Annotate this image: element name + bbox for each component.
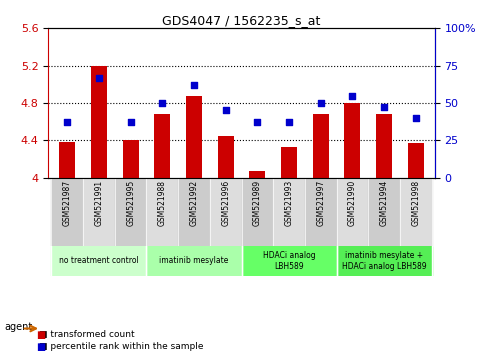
Bar [242, 246, 337, 276]
Point [95, 75, 103, 80]
Text: GSM521993: GSM521993 [284, 180, 294, 226]
Point [190, 82, 198, 88]
Text: agent: agent [5, 322, 33, 332]
Text: ■ transformed count: ■ transformed count [39, 330, 134, 339]
Bar [305, 178, 337, 246]
Bar [115, 178, 146, 246]
Point [222, 108, 229, 113]
Text: GSM521987: GSM521987 [63, 180, 72, 226]
Bar [273, 178, 305, 246]
Bar [146, 246, 242, 276]
Point [63, 120, 71, 125]
Bar [186, 96, 202, 178]
Bar [91, 65, 107, 178]
Text: ■: ■ [36, 342, 45, 352]
Text: HDACi analog
LBH589: HDACi analog LBH589 [263, 251, 315, 270]
Bar [281, 147, 297, 178]
Text: GSM521989: GSM521989 [253, 180, 262, 226]
Text: GSM521994: GSM521994 [380, 180, 388, 226]
Text: imatinib mesylate: imatinib mesylate [159, 256, 228, 266]
Point [349, 93, 356, 98]
Text: ■ percentile rank within the sample: ■ percentile rank within the sample [39, 342, 203, 352]
Bar [178, 178, 210, 246]
Bar [400, 178, 431, 246]
Bar [59, 142, 75, 178]
Bar [249, 171, 265, 178]
Point [127, 120, 134, 125]
Text: GSM521996: GSM521996 [221, 180, 230, 226]
Point [380, 105, 388, 110]
Bar [146, 178, 178, 246]
Text: GSM521992: GSM521992 [189, 180, 199, 226]
Title: GDS4047 / 1562235_s_at: GDS4047 / 1562235_s_at [162, 14, 321, 27]
Bar [337, 246, 431, 276]
Bar [408, 143, 424, 178]
Bar [376, 114, 392, 178]
Bar [337, 178, 368, 246]
Bar [52, 178, 83, 246]
Bar [52, 246, 146, 276]
Point [317, 100, 325, 106]
Point [158, 100, 166, 106]
Bar [155, 114, 170, 178]
Text: ■: ■ [36, 330, 45, 339]
Point [254, 120, 261, 125]
Text: GSM521997: GSM521997 [316, 180, 325, 226]
Text: no treatment control: no treatment control [59, 256, 139, 266]
Bar [344, 103, 360, 178]
Text: GSM521990: GSM521990 [348, 180, 357, 226]
Bar [313, 114, 328, 178]
Bar [210, 178, 242, 246]
Bar [83, 178, 115, 246]
Text: GSM521991: GSM521991 [95, 180, 103, 226]
Bar [368, 178, 400, 246]
Text: GSM521988: GSM521988 [158, 180, 167, 226]
Text: GSM521998: GSM521998 [411, 180, 420, 226]
Point [412, 115, 420, 121]
Text: imatinib mesylate +
HDACi analog LBH589: imatinib mesylate + HDACi analog LBH589 [341, 251, 426, 270]
Point [285, 120, 293, 125]
Bar [218, 136, 234, 178]
Bar [123, 140, 139, 178]
Bar [242, 178, 273, 246]
Text: GSM521995: GSM521995 [126, 180, 135, 226]
